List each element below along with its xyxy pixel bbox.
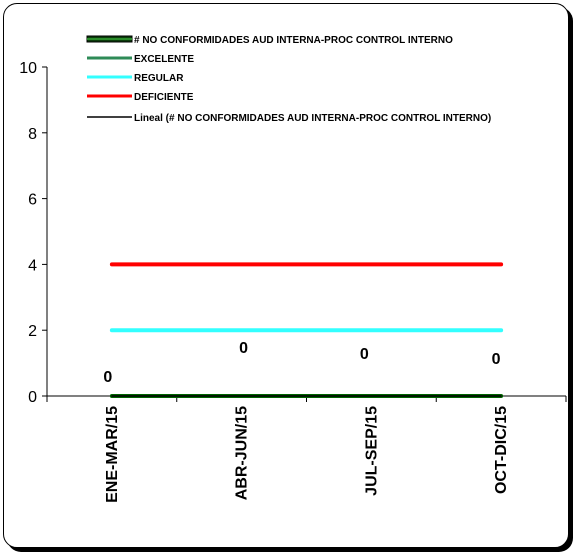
x-category-label: ABR-JUN/15: [234, 406, 251, 500]
data-label: 0: [103, 369, 112, 386]
y-tick-label: 8: [28, 126, 37, 143]
y-tick-label: 10: [19, 60, 37, 77]
y-tick-label: 2: [28, 323, 37, 340]
y-tick-label: 4: [28, 257, 37, 274]
legend: # NO CONFORMIDADES AUD INTERNA-PROC CONT…: [86, 35, 491, 124]
data-label: 0: [239, 340, 248, 357]
data-label: 0: [360, 346, 369, 363]
legend-label: REGULAR: [134, 73, 184, 84]
legend-label: # NO CONFORMIDADES AUD INTERNA-PROC CONT…: [134, 35, 453, 46]
data-labels: 0 0 0 0: [103, 340, 500, 386]
legend-label: DEFICIENTE: [134, 92, 194, 103]
y-tick-label: 6: [28, 192, 37, 209]
axes: 0 2 4 6 8 10 ENE-MAR/15 ABR-JUN/15 JUL-SEP/15 OCT…: [19, 60, 567, 503]
data-label: 0: [492, 351, 501, 368]
legend-label: EXCELENTE: [134, 54, 194, 65]
x-category-label: JUL-SEP/15: [363, 406, 380, 496]
x-category-label: OCT-DIC/15: [493, 406, 510, 494]
legend-label: Lineal (# NO CONFORMIDADES AUD INTERNA-P…: [134, 113, 491, 124]
y-tick-label: 0: [28, 389, 37, 406]
series-lines: [109, 262, 504, 398]
x-category-label: ENE-MAR/15: [104, 406, 121, 503]
chart-frame: [3, 3, 569, 548]
